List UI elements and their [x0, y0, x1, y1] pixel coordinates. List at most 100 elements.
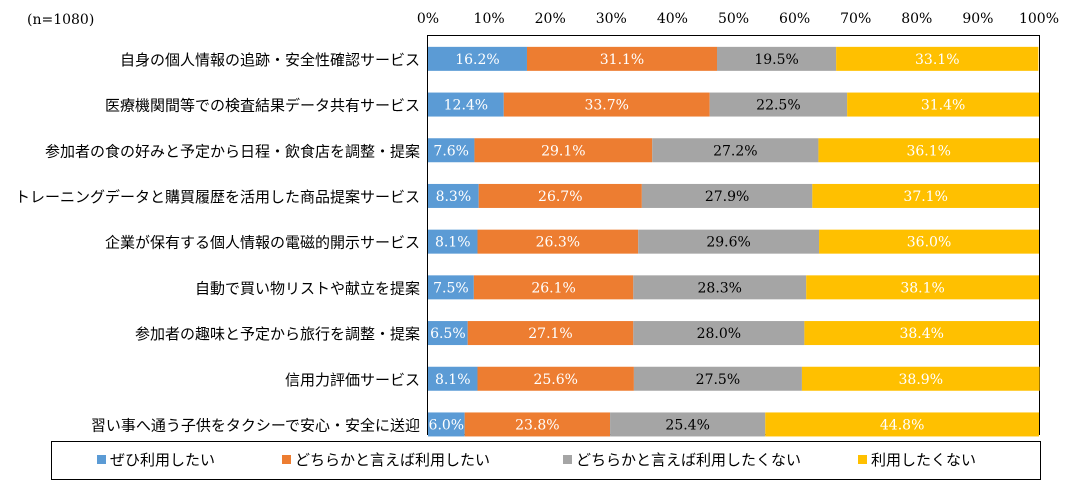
bar-segment: [765, 412, 1039, 437]
data-label: 31.1%: [600, 52, 644, 68]
category-label: 自動で買い物リストや献立を提案: [195, 279, 420, 297]
bar-segment: [633, 321, 805, 346]
legend-swatch: [858, 455, 867, 464]
data-label: 27.1%: [528, 326, 572, 342]
data-label: 29.1%: [541, 143, 585, 159]
x-tick-label: 50%: [718, 11, 749, 27]
category-label: 企業が保有する個人情報の電磁的開示サービス: [105, 234, 420, 252]
data-label: 26.7%: [538, 189, 582, 205]
data-label: 19.5%: [754, 52, 798, 68]
data-label: 7.6%: [433, 143, 469, 159]
data-label: 26.3%: [536, 235, 580, 251]
legend-label: 利用したくない: [871, 451, 976, 469]
bar-segment: [806, 275, 1039, 300]
data-label: 26.1%: [531, 280, 575, 296]
category-label: 自身の個人情報の追跡・安全性確認サービス: [120, 51, 420, 69]
data-label: 38.4%: [899, 326, 943, 342]
x-tick-label: 10%: [474, 11, 505, 27]
bar-segment: [467, 321, 634, 346]
data-label: 23.8%: [515, 417, 559, 433]
bar-segment: [464, 412, 611, 437]
sample-size-note: (n=1080): [27, 12, 94, 28]
data-label: 7.5%: [433, 280, 469, 296]
bar-segment: [526, 46, 718, 71]
bar-segment: [428, 275, 474, 300]
bar-segment: [428, 138, 475, 163]
x-tick-label: 30%: [596, 11, 627, 27]
bar-segment: [428, 46, 527, 71]
data-label: 12.4%: [444, 98, 488, 114]
data-label: 33.7%: [584, 98, 628, 114]
data-label: 8.1%: [435, 235, 471, 251]
data-label: 27.9%: [705, 189, 749, 205]
data-label: 29.6%: [706, 235, 750, 251]
data-label: 38.1%: [900, 280, 944, 296]
bar-segment: [503, 92, 710, 117]
bar-segment: [428, 92, 504, 117]
legend-swatch: [97, 455, 106, 464]
legend-swatch: [282, 455, 291, 464]
bar-segment: [610, 412, 766, 437]
bar-segment: [428, 183, 479, 208]
bar-segment: [717, 46, 837, 71]
x-tick-label: 80%: [901, 11, 932, 27]
bar-segment: [801, 366, 1040, 391]
category-label: 参加者の趣味と予定から旅行を調整・提案: [135, 325, 420, 343]
bar-segment: [812, 183, 1039, 208]
data-label: 38.9%: [899, 372, 943, 388]
data-label: 28.0%: [697, 326, 741, 342]
data-label: 31.4%: [921, 98, 965, 114]
legend-label: ぜひ利用したい: [110, 451, 215, 469]
data-label: 27.2%: [713, 143, 757, 159]
data-label: 8.3%: [436, 189, 472, 205]
bar-segment: [473, 275, 634, 300]
bar-segment: [638, 229, 820, 254]
bar-segment: [477, 229, 639, 254]
x-tick-label: 60%: [779, 11, 810, 27]
bar-segment: [804, 321, 1039, 346]
x-tick-label: 70%: [840, 11, 871, 27]
bar-segment: [709, 92, 848, 117]
bar-segment: [847, 92, 1039, 117]
data-label: 22.5%: [756, 98, 800, 114]
category-label: 習い事へ通う子供をタクシーで安心・安全に送迎: [91, 416, 420, 434]
data-label: 36.1%: [906, 143, 950, 159]
data-label: 44.8%: [880, 417, 924, 433]
bar-segment: [428, 412, 465, 437]
data-label: 33.1%: [915, 52, 959, 68]
data-label: 27.5%: [696, 372, 740, 388]
x-tick-label: 0%: [417, 11, 439, 27]
bar-segment: [428, 229, 478, 254]
category-label: 参加者の食の好みと予定から日程・飲食店を調整・提案: [45, 142, 420, 160]
bar-segment: [478, 183, 642, 208]
data-label: 36.0%: [907, 235, 951, 251]
legend-swatch: [563, 455, 572, 464]
bar-segment: [819, 229, 1039, 254]
data-label: 25.4%: [665, 417, 709, 433]
data-label: 16.2%: [455, 52, 499, 68]
x-tick-label: 20%: [535, 11, 566, 27]
category-label: トレーニングデータと購買履歴を活用した商品提案サービス: [15, 188, 420, 206]
data-label: 25.6%: [533, 372, 577, 388]
data-label: 28.3%: [698, 280, 742, 296]
category-label: 医療機関間等での検査結果データ共有サービス: [105, 97, 420, 115]
legend-label: どちらかと言えば利用したくない: [576, 451, 801, 469]
bar-segment: [818, 138, 1039, 163]
bar-segment: [477, 366, 634, 391]
bar-segment: [652, 138, 819, 163]
bar-segment: [474, 138, 653, 163]
data-label: 6.0%: [429, 417, 465, 433]
bar-segment: [633, 366, 802, 391]
category-label: 信用力評価サービス: [285, 371, 420, 389]
data-label: 6.5%: [430, 326, 466, 342]
bar-segment: [836, 46, 1039, 71]
data-label: 37.1%: [903, 189, 947, 205]
legend-frame: [51, 441, 1041, 480]
legend-label: どちらかと言えば利用したい: [295, 451, 490, 469]
x-tick-label: 100%: [1019, 11, 1059, 27]
bar-segment: [428, 366, 478, 391]
bar-segment: [641, 183, 813, 208]
x-tick-label: 40%: [657, 11, 688, 27]
x-tick-label: 90%: [962, 11, 993, 27]
